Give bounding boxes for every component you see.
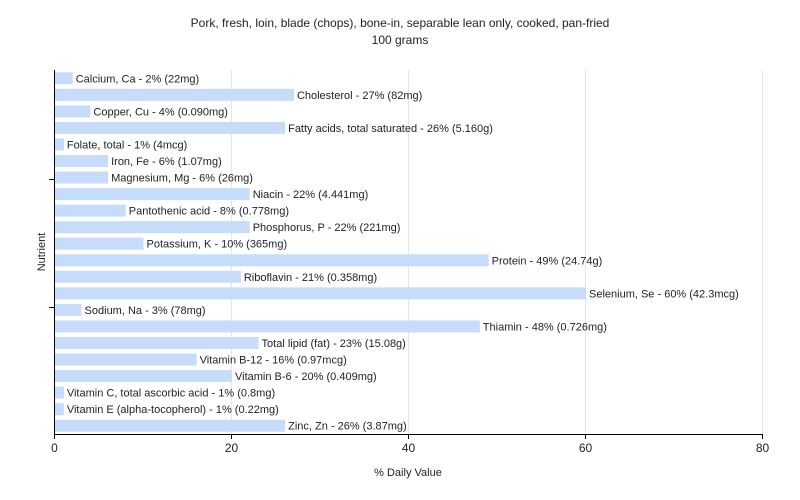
bar	[55, 105, 91, 118]
x-tick-label: 40	[402, 441, 416, 455]
bar	[55, 237, 144, 250]
bar-data-label: Cholesterol - 27% (82mg)	[297, 90, 422, 102]
bar	[55, 72, 73, 85]
chart-title: Pork, fresh, loin, blade (chops), bone-i…	[190, 16, 610, 30]
bar	[55, 419, 286, 432]
x-tick-label: 0	[51, 441, 58, 455]
bar-data-label: Pantothenic acid - 8% (0.778mg)	[129, 206, 289, 218]
bar	[55, 221, 250, 234]
bar	[55, 155, 109, 167]
bar	[55, 171, 109, 184]
bar-data-label: Vitamin E (alpha-tocopherol) - 1% (0.22m…	[67, 404, 279, 416]
bar	[55, 270, 241, 283]
bar-data-label: Vitamin B-6 - 20% (0.409mg)	[235, 371, 377, 383]
bar	[55, 337, 259, 349]
bar-data-label: Niacin - 22% (4.441mg)	[253, 189, 369, 201]
bar-data-label: Iron, Fe - 6% (1.07mg)	[111, 156, 222, 168]
bar-data-label: Zinc, Zn - 26% (3.87mg)	[288, 421, 407, 433]
bar-data-label: Vitamin C, total ascorbic acid - 1% (0.8…	[67, 388, 275, 400]
x-tick-label: 80	[756, 441, 770, 455]
bar	[55, 138, 64, 151]
bar-data-label: Riboflavin - 21% (0.358mg)	[244, 272, 377, 284]
bar-data-label: Potassium, K - 10% (365mg)	[147, 239, 288, 251]
chart-subtitle: 100 grams	[371, 33, 429, 47]
bar-data-label: Protein - 49% (24.74g)	[492, 255, 603, 267]
bar-data-label: Calcium, Ca - 2% (22mg)	[76, 73, 199, 85]
bar-data-label: Vitamin B-12 - 16% (0.97mcg)	[200, 355, 347, 367]
y-axis-label: Nutrient	[36, 233, 48, 272]
bar	[55, 287, 586, 300]
bar	[55, 188, 250, 201]
bar-data-label: Copper, Cu - 4% (0.090mg)	[93, 106, 228, 118]
bar	[55, 88, 294, 101]
x-tick-label: 60	[579, 441, 593, 455]
bar	[55, 303, 82, 316]
x-ticks: 0 20 40 60 80	[51, 434, 769, 455]
bar-data-label: Total lipid (fat) - 23% (15.08g)	[262, 338, 406, 350]
bar-data-label: Phosphorus, P - 22% (221mg)	[253, 222, 401, 234]
bar-data-label: Magnesium, Mg - 6% (26mg)	[111, 173, 253, 185]
bar-data-label: Selenium, Se - 60% (42.3mcg)	[589, 288, 739, 300]
bar-data-label: Fatty acids, total saturated - 26% (5.16…	[288, 123, 493, 135]
bar	[55, 204, 126, 217]
bar	[55, 386, 64, 399]
x-tick-label: 20	[225, 441, 239, 455]
bars: Calcium, Ca - 2% (22mg) Cholesterol - 27%…	[55, 72, 739, 433]
y-ticks	[49, 179, 54, 308]
bar-data-label: Folate, total - 1% (4mcg)	[67, 139, 187, 151]
bar	[55, 121, 286, 134]
bar	[55, 353, 197, 366]
x-axis-label: % Daily Value	[374, 467, 442, 479]
bar	[55, 320, 480, 333]
bar	[55, 403, 64, 416]
bar	[55, 254, 489, 267]
bar	[55, 370, 232, 383]
bar-data-label: Sodium, Na - 3% (78mg)	[85, 305, 206, 317]
bar-data-label: Thiamin - 48% (0.726mg)	[483, 321, 607, 333]
